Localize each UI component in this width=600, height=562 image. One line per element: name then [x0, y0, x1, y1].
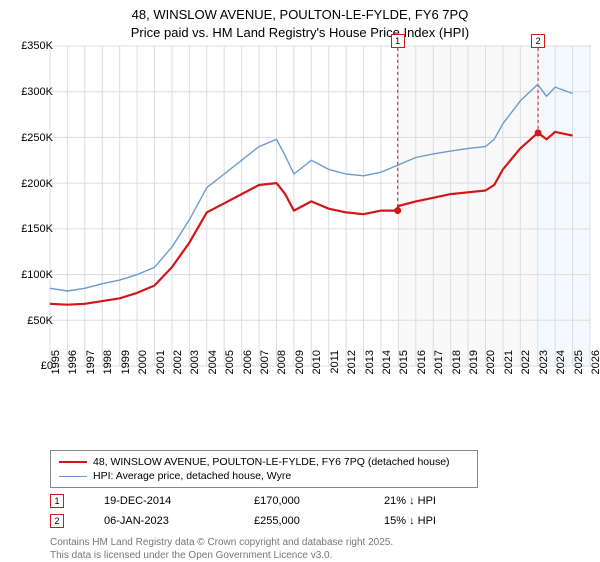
x-tick-label: 2001 — [155, 350, 159, 390]
y-tick-label: £200K — [5, 178, 53, 190]
x-tick-label: 2005 — [224, 350, 228, 390]
x-tick-label: 2015 — [398, 350, 402, 390]
y-tick-label: £350K — [5, 40, 53, 52]
x-tick-label: 2019 — [468, 350, 472, 390]
x-tick-label: 2021 — [503, 350, 507, 390]
x-tick-label: 2013 — [364, 350, 368, 390]
footer-attribution: Contains HM Land Registry data © Crown c… — [50, 536, 600, 562]
sale-points-list: 1 19-DEC-2014 £170,000 21% ↓ HPI 2 06-JAN-202… — [0, 494, 600, 528]
plot-region: £0£50K£100K£150K£200K£250K£300K£350K1995… — [50, 46, 590, 366]
x-tick-label: 2018 — [451, 350, 455, 390]
x-tick-label: 2024 — [555, 350, 559, 390]
sale-price: £255,000 — [254, 515, 344, 527]
sale-point-marker: 2 — [50, 514, 64, 528]
y-tick-label: £50K — [5, 315, 53, 327]
chart-title: 48, WINSLOW AVENUE, POULTON-LE-FYLDE, FY… — [0, 0, 600, 42]
sale-delta: 21% ↓ HPI — [384, 495, 436, 507]
legend-swatch — [59, 461, 87, 463]
chart-marker-1: 1 — [391, 34, 405, 48]
legend-label: 48, WINSLOW AVENUE, POULTON-LE-FYLDE, FY… — [93, 456, 450, 468]
x-tick-label: 2009 — [294, 350, 298, 390]
x-tick-label: 2007 — [259, 350, 263, 390]
x-tick-label: 2011 — [329, 350, 333, 390]
legend-swatch — [59, 476, 87, 477]
y-tick-label: £250K — [5, 132, 53, 144]
x-tick-label: 2026 — [590, 350, 594, 390]
sale-delta: 15% ↓ HPI — [384, 515, 436, 527]
x-tick-label: 2008 — [276, 350, 280, 390]
x-tick-label: 2012 — [346, 350, 350, 390]
x-tick-label: 2023 — [538, 350, 542, 390]
sale-price: £170,000 — [254, 495, 344, 507]
sale-date: 06-JAN-2023 — [104, 515, 214, 527]
sale-point-row: 1 19-DEC-2014 £170,000 21% ↓ HPI — [50, 494, 600, 508]
x-tick-label: 2014 — [381, 350, 385, 390]
legend: 48, WINSLOW AVENUE, POULTON-LE-FYLDE, FY… — [50, 450, 478, 488]
legend-label: HPI: Average price, detached house, Wyre — [93, 470, 291, 482]
sale-point-marker: 1 — [50, 494, 64, 508]
y-tick-label: £300K — [5, 86, 53, 98]
x-tick-label: 1995 — [50, 350, 54, 390]
sale-date: 19-DEC-2014 — [104, 495, 214, 507]
y-tick-label: £150K — [5, 223, 53, 235]
x-tick-label: 2022 — [520, 350, 524, 390]
x-tick-label: 2000 — [137, 350, 141, 390]
y-tick-label: £0 — [5, 360, 53, 372]
legend-item: 48, WINSLOW AVENUE, POULTON-LE-FYLDE, FY… — [59, 455, 469, 469]
title-subtitle: Price paid vs. HM Land Registry's House … — [131, 25, 469, 40]
chart-area: £0£50K£100K£150K£200K£250K£300K£350K1995… — [40, 46, 600, 406]
x-tick-label: 2025 — [573, 350, 577, 390]
x-tick-label: 1998 — [102, 350, 106, 390]
x-tick-label: 2010 — [311, 350, 315, 390]
sale-point-row: 2 06-JAN-2023 £255,000 15% ↓ HPI — [50, 514, 600, 528]
x-tick-label: 2002 — [172, 350, 176, 390]
x-tick-label: 2003 — [189, 350, 193, 390]
title-address: 48, WINSLOW AVENUE, POULTON-LE-FYLDE, FY… — [132, 7, 469, 22]
x-tick-label: 1999 — [120, 350, 124, 390]
x-tick-label: 1997 — [85, 350, 89, 390]
x-tick-label: 2004 — [207, 350, 211, 390]
chart-marker-2: 2 — [531, 34, 545, 48]
y-tick-label: £100K — [5, 269, 53, 281]
x-tick-label: 2016 — [416, 350, 420, 390]
legend-item: HPI: Average price, detached house, Wyre — [59, 469, 469, 483]
x-tick-label: 1996 — [67, 350, 71, 390]
x-tick-label: 2006 — [242, 350, 246, 390]
footer-line1: Contains HM Land Registry data © Crown c… — [50, 537, 393, 548]
x-tick-label: 2017 — [433, 350, 437, 390]
x-tick-label: 2020 — [485, 350, 489, 390]
